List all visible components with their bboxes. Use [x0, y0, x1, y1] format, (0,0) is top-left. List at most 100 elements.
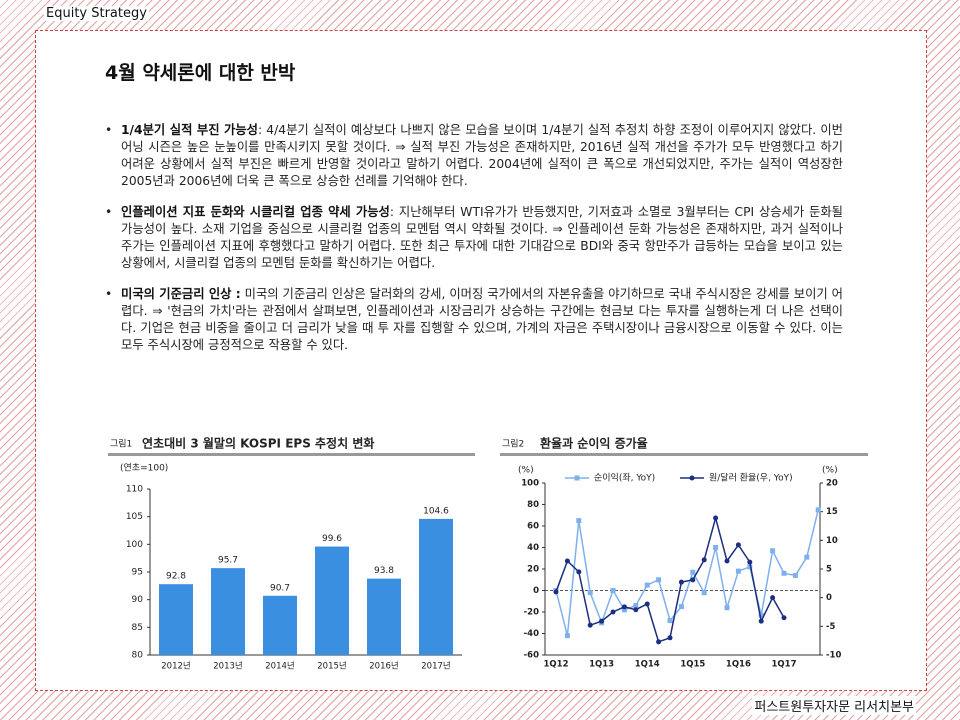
point [599, 618, 605, 624]
point [724, 558, 730, 564]
x-tick-label: 1Q13 [589, 660, 614, 670]
y-axis-label: (%) [518, 466, 534, 476]
bar [419, 518, 453, 655]
x-tick-label: 2016년 [369, 661, 398, 672]
point [713, 545, 719, 550]
legend-marker [689, 475, 695, 481]
point [667, 635, 673, 641]
value-label: 92.8 [166, 572, 186, 582]
point [621, 607, 627, 613]
point [678, 604, 684, 610]
y2-tick-label: 10 [826, 536, 838, 546]
y-tick-label: -20 [524, 608, 539, 618]
point [690, 569, 696, 575]
bullet-text: : 4/4분기 실적이 예상보다 나쁘지 않은 모습을 보이며 1/4분기 실적… [121, 123, 843, 188]
y2-tick-label: -10 [826, 651, 841, 661]
value-label: 93.8 [374, 566, 394, 576]
y2-axis-label: (%) [822, 466, 838, 476]
point [656, 577, 662, 583]
value-label: 99.6 [322, 534, 342, 544]
bullet: 인플레이션 지표 둔화와 시클리컬 업종 약세 가능성: 지난해부터 WTI유가… [105, 204, 843, 272]
point [735, 542, 741, 548]
bullet-lead: 1/4분기 실적 부진 가능성 [121, 123, 258, 137]
point [633, 603, 639, 609]
y2-tick-label: 15 [826, 507, 838, 517]
y-tick-label: 0 [533, 586, 539, 596]
y-tick-label: 100 [521, 479, 539, 489]
figure-label: 그림2 [502, 438, 524, 450]
y2-tick-label: 0 [826, 593, 832, 603]
y-axis-label: (연초=100) [120, 463, 168, 474]
x-tick-label: 2013년 [213, 661, 242, 672]
bullet: 미국의 기준금리 인상 : 미국의 기준금리 인상은 달러화의 강세, 이머징 … [105, 286, 843, 354]
point [667, 618, 673, 624]
point [792, 572, 798, 578]
point [576, 518, 582, 524]
point [610, 609, 616, 615]
point [815, 507, 821, 513]
legend-label: 순이익(좌, YoY) [594, 472, 655, 484]
y-tick-label: 80 [527, 500, 539, 510]
x-tick-label: 1Q17 [772, 660, 797, 670]
point [758, 612, 764, 618]
x-tick-label: 2017년 [421, 661, 450, 672]
point [770, 595, 776, 601]
point [656, 639, 662, 645]
x-tick-label: 1Q14 [635, 660, 660, 670]
bar [159, 584, 193, 655]
point [633, 607, 639, 613]
y-tick-label: 20 [527, 565, 539, 575]
point [724, 605, 730, 611]
point [747, 559, 753, 565]
y-tick-label: 40 [527, 543, 539, 553]
series-line [555, 509, 819, 636]
legend-marker [574, 475, 580, 481]
point [576, 569, 582, 575]
y-tick-label: -40 [524, 629, 539, 639]
point [804, 554, 810, 560]
point [678, 579, 684, 585]
point [701, 557, 707, 563]
x-tick-label: 2015년 [317, 661, 346, 672]
point [644, 601, 650, 607]
y-tick-label: 85 [132, 623, 143, 633]
point [553, 589, 559, 595]
point [781, 570, 787, 576]
point [701, 590, 707, 596]
y2-tick-label: 20 [826, 479, 838, 489]
value-label: 90.7 [270, 583, 290, 593]
point [758, 618, 764, 624]
bullet-list: 1/4분기 실적 부진 가능성: 4/4분기 실적이 예상보다 나쁘지 않은 모… [105, 122, 843, 368]
point [644, 582, 650, 588]
bullet-lead: 미국의 기준금리 인상 : [121, 287, 241, 301]
y-tick-label: 110 [126, 485, 143, 495]
y-tick-label: 60 [527, 522, 539, 532]
chart-title: 연초대비 3 월말의 KOSPI EPS 추정치 변화 [142, 436, 374, 451]
section-label: Equity Strategy [44, 6, 149, 21]
legend-label: 원/달러 환율(우, YoY) [709, 472, 793, 484]
point [587, 622, 593, 628]
footer: 퍼스트원투자자문 리서치본부 [752, 696, 916, 715]
bullet-text: 미국의 기준금리 인상은 달러화의 강세, 이머징 국가에서의 자본유출을 야기… [121, 287, 843, 352]
bullet: 1/4분기 실적 부진 가능성: 4/4분기 실적이 예상보다 나쁘지 않은 모… [105, 122, 843, 190]
y-tick-label: 80 [132, 651, 144, 661]
point [690, 577, 696, 583]
bar [367, 578, 401, 655]
point [781, 615, 787, 621]
y-tick-label: 100 [126, 540, 143, 550]
point [735, 568, 741, 574]
y-tick-label: 95 [132, 568, 143, 578]
point [621, 604, 627, 610]
value-label: 95.7 [218, 556, 238, 566]
x-tick-label: 2012년 [161, 661, 190, 672]
x-tick-label: 2014년 [265, 661, 294, 672]
point [747, 564, 753, 570]
point [564, 633, 570, 639]
y2-tick-label: -5 [826, 622, 836, 632]
y-tick-label: -60 [524, 651, 539, 661]
y2-tick-label: 5 [826, 565, 832, 575]
point [770, 548, 776, 554]
point [587, 590, 593, 596]
